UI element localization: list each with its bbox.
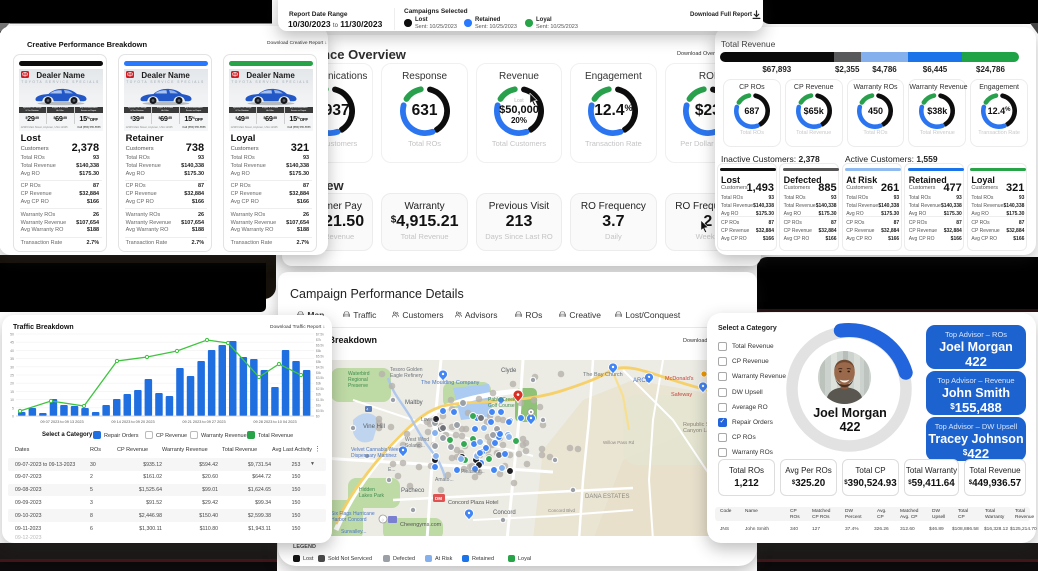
svg-text:45: 45 [10, 341, 14, 345]
svg-text:25: 25 [10, 374, 14, 378]
svg-text:50: 50 [10, 333, 14, 337]
svg-text:$5.5k: $5.5k [316, 354, 324, 358]
svg-text:$4k: $4k [316, 371, 322, 375]
svg-text:DM: DM [435, 496, 442, 501]
svg-text:35: 35 [10, 357, 14, 361]
svg-text:$3.5k: $3.5k [316, 376, 324, 380]
svg-text:$6.5k: $6.5k [316, 343, 324, 347]
svg-text:$2.5k: $2.5k [316, 387, 324, 391]
svg-text:$0: $0 [316, 415, 320, 419]
svg-text:10: 10 [10, 398, 14, 402]
svg-text:$1k: $1k [316, 404, 322, 408]
svg-text:4: 4 [366, 408, 368, 412]
svg-text:$1.5k: $1.5k [316, 398, 324, 402]
svg-text:$7k: $7k [316, 338, 322, 342]
svg-text:40: 40 [10, 349, 14, 353]
svg-text:30: 30 [10, 365, 14, 369]
svg-text:$7.5k: $7.5k [316, 333, 324, 337]
svg-text:5: 5 [12, 406, 14, 410]
svg-text:0: 0 [12, 415, 14, 419]
svg-text:$2k: $2k [316, 393, 322, 397]
svg-text:20: 20 [10, 382, 14, 386]
svg-text:$0.5k: $0.5k [316, 409, 324, 413]
svg-text:♢: ♢ [381, 518, 385, 523]
svg-text:$4.5k: $4.5k [316, 365, 324, 369]
svg-text:15: 15 [10, 390, 14, 394]
svg-text:$3k: $3k [316, 382, 322, 386]
svg-text:$6k: $6k [316, 349, 322, 353]
svg-text:$5k: $5k [316, 360, 322, 364]
